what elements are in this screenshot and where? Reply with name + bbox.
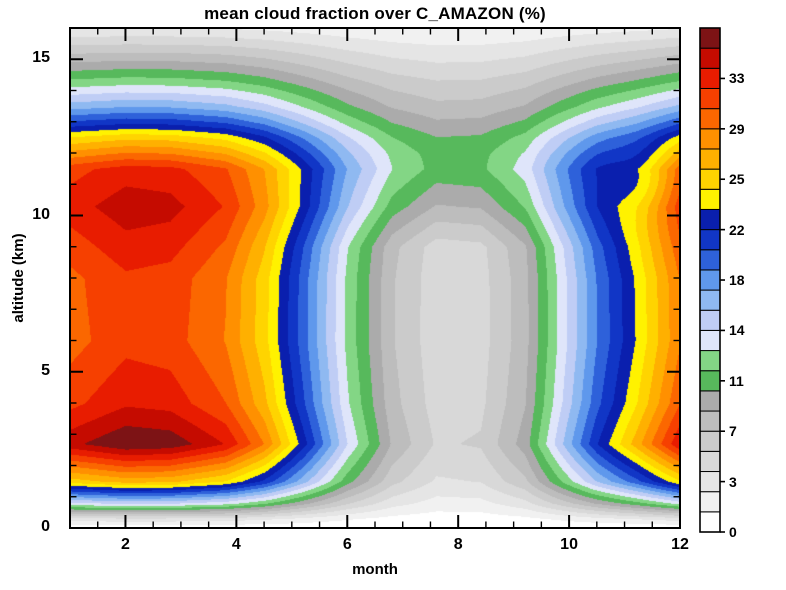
- colorbar-tick-label: 29: [729, 120, 745, 137]
- colorbar-tick-label: 11: [729, 372, 744, 389]
- x-tick-label: 8: [453, 536, 463, 553]
- y-axis-label: altitude (km): [10, 233, 27, 323]
- x-tick-label: 6: [342, 536, 352, 553]
- x-tick-label: 12: [671, 536, 689, 553]
- colorbar-tick-label: 7: [729, 423, 737, 440]
- colorbar-tick-label: 14: [729, 322, 745, 339]
- colorbar-tick-label: 22: [729, 221, 745, 238]
- x-tick-label: 10: [560, 536, 578, 553]
- y-tick-label: 15: [32, 49, 50, 67]
- colorbar-tick-label: 25: [729, 171, 745, 188]
- colorbar-tick-label: 0: [729, 524, 737, 540]
- y-tick-label: 0: [41, 518, 50, 535]
- y-tick-label: 5: [41, 361, 50, 379]
- colorbar-tick-label: 33: [729, 70, 745, 87]
- x-axis-label: month: [352, 561, 398, 578]
- chart-title: mean cloud fraction over C_AMAZON (%): [204, 4, 546, 23]
- y-tick-label: 10: [32, 205, 50, 223]
- contour-plot-canvas: [70, 28, 680, 528]
- colorbar-tick-label: 3: [729, 473, 737, 490]
- x-tick-label: 2: [121, 536, 130, 553]
- x-tick-label: 4: [231, 536, 241, 553]
- colorbar-tick-label: 18: [729, 272, 745, 289]
